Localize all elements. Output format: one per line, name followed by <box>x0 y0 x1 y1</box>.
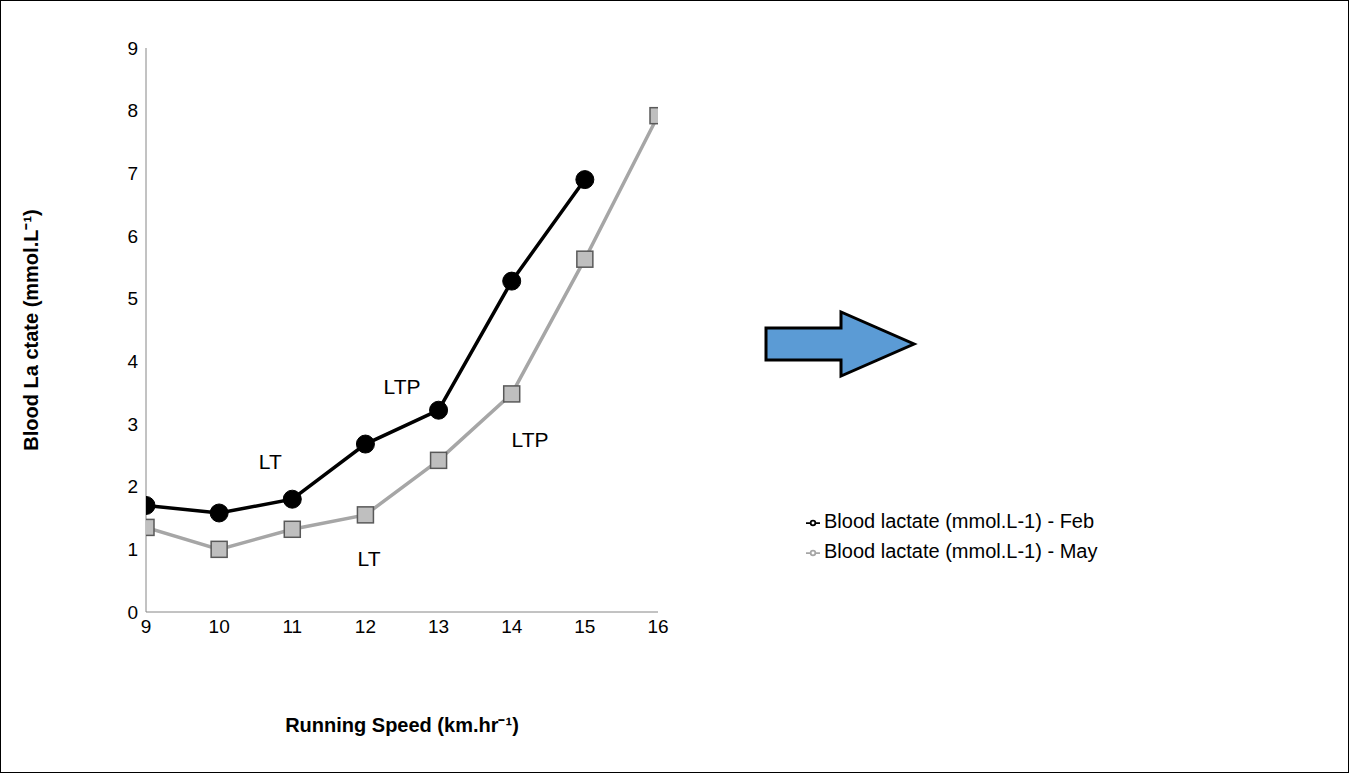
svg-text:8: 8 <box>127 100 138 121</box>
svg-text:LTP: LTP <box>512 428 549 451</box>
svg-text:0: 0 <box>127 602 138 623</box>
svg-text:LTP: LTP <box>384 375 421 398</box>
svg-text:7: 7 <box>127 163 138 184</box>
svg-text:9: 9 <box>141 616 152 637</box>
svg-text:6: 6 <box>127 226 138 247</box>
svg-text:11: 11 <box>282 616 302 637</box>
svg-text:LT: LT <box>259 450 282 473</box>
svg-text:Running Speed (km.hr⁻¹): Running Speed (km.hr⁻¹) <box>285 714 519 736</box>
svg-text:12: 12 <box>355 616 376 637</box>
svg-text:14: 14 <box>501 616 523 637</box>
svg-text:4: 4 <box>127 351 138 372</box>
svg-text:LT: LT <box>358 547 381 570</box>
svg-text:2: 2 <box>127 476 138 497</box>
svg-text:1: 1 <box>127 539 138 560</box>
svg-text:Blood La ctate (mmol.L⁻¹): Blood La ctate (mmol.L⁻¹) <box>20 209 42 450</box>
svg-text:10: 10 <box>209 616 230 637</box>
html-text:Blood lactate (mmol.L-1) - Feb: Blood lactate (mmol.L-1) - Feb <box>824 510 1095 532</box>
svg-text:9: 9 <box>127 38 138 59</box>
svg-text:16: 16 <box>647 616 668 637</box>
svg-text:15: 15 <box>574 616 595 637</box>
svg-text:5: 5 <box>127 288 138 309</box>
svg-text:13: 13 <box>428 616 449 637</box>
svg-text:3: 3 <box>127 414 138 435</box>
html-text:Blood lactate (mmol.L-1) - May: Blood lactate (mmol.L-1) - May <box>824 540 1098 562</box>
